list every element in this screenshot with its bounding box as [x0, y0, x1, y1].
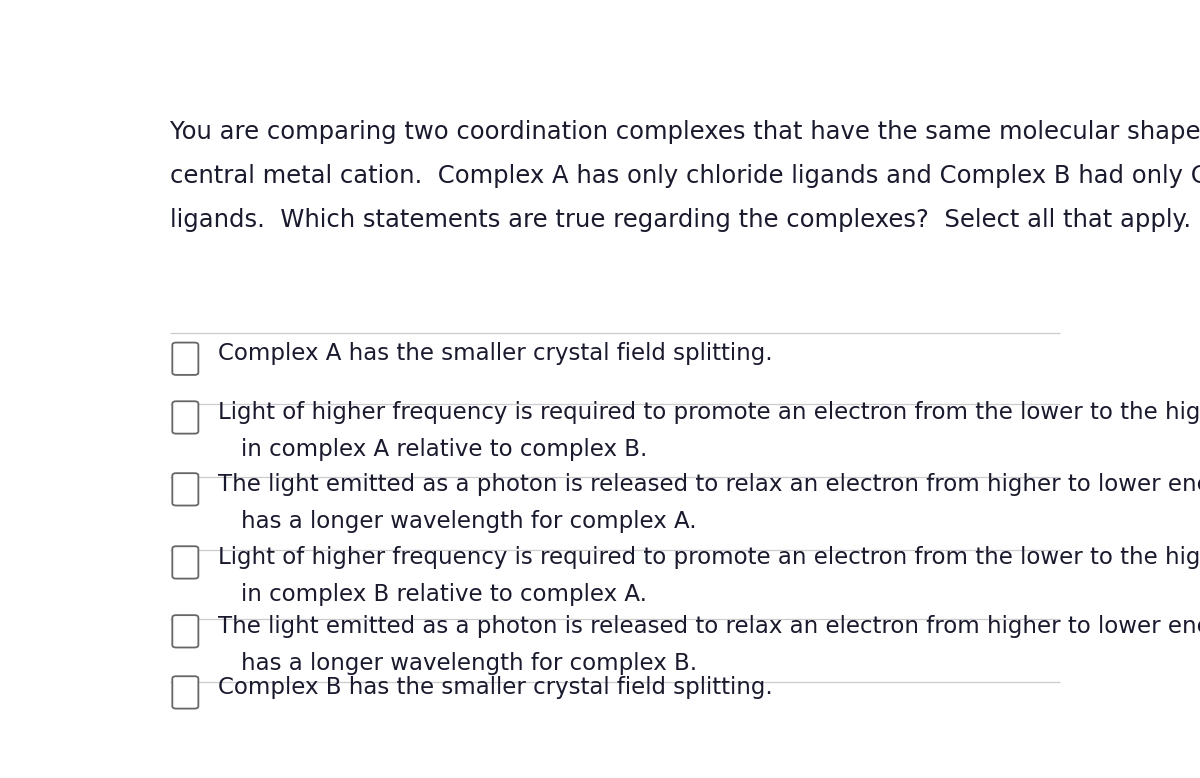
Text: central metal cation.  Complex A has only chloride ligands and Complex B had onl: central metal cation. Complex A has only…: [170, 164, 1200, 188]
FancyBboxPatch shape: [173, 342, 198, 375]
Text: Light of higher frequency is required to promote an electron from the lower to t: Light of higher frequency is required to…: [218, 545, 1200, 569]
Text: ligands.  Which statements are true regarding the complexes?  Select all that ap: ligands. Which statements are true regar…: [170, 208, 1192, 232]
Text: in complex A relative to complex B.: in complex A relative to complex B.: [241, 439, 648, 461]
Text: Complex A has the smaller crystal field splitting.: Complex A has the smaller crystal field …: [218, 342, 773, 365]
FancyBboxPatch shape: [173, 615, 198, 647]
Text: in complex B relative to complex A.: in complex B relative to complex A.: [241, 584, 647, 606]
Text: The light emitted as a photon is released to relax an electron from higher to lo: The light emitted as a photon is release…: [218, 615, 1200, 637]
FancyBboxPatch shape: [173, 473, 198, 506]
Text: Complex B has the smaller crystal field splitting.: Complex B has the smaller crystal field …: [218, 675, 773, 699]
Text: The light emitted as a photon is released to relax an electron from higher to lo: The light emitted as a photon is release…: [218, 472, 1200, 496]
Text: You are comparing two coordination complexes that have the same molecular shape : You are comparing two coordination compl…: [170, 121, 1200, 144]
Text: Light of higher frequency is required to promote an electron from the lower to t: Light of higher frequency is required to…: [218, 401, 1200, 424]
Text: has a longer wavelength for complex A.: has a longer wavelength for complex A.: [241, 510, 697, 533]
FancyBboxPatch shape: [173, 546, 198, 579]
FancyBboxPatch shape: [173, 676, 198, 709]
FancyBboxPatch shape: [173, 401, 198, 433]
Text: has a longer wavelength for complex B.: has a longer wavelength for complex B.: [241, 652, 697, 675]
